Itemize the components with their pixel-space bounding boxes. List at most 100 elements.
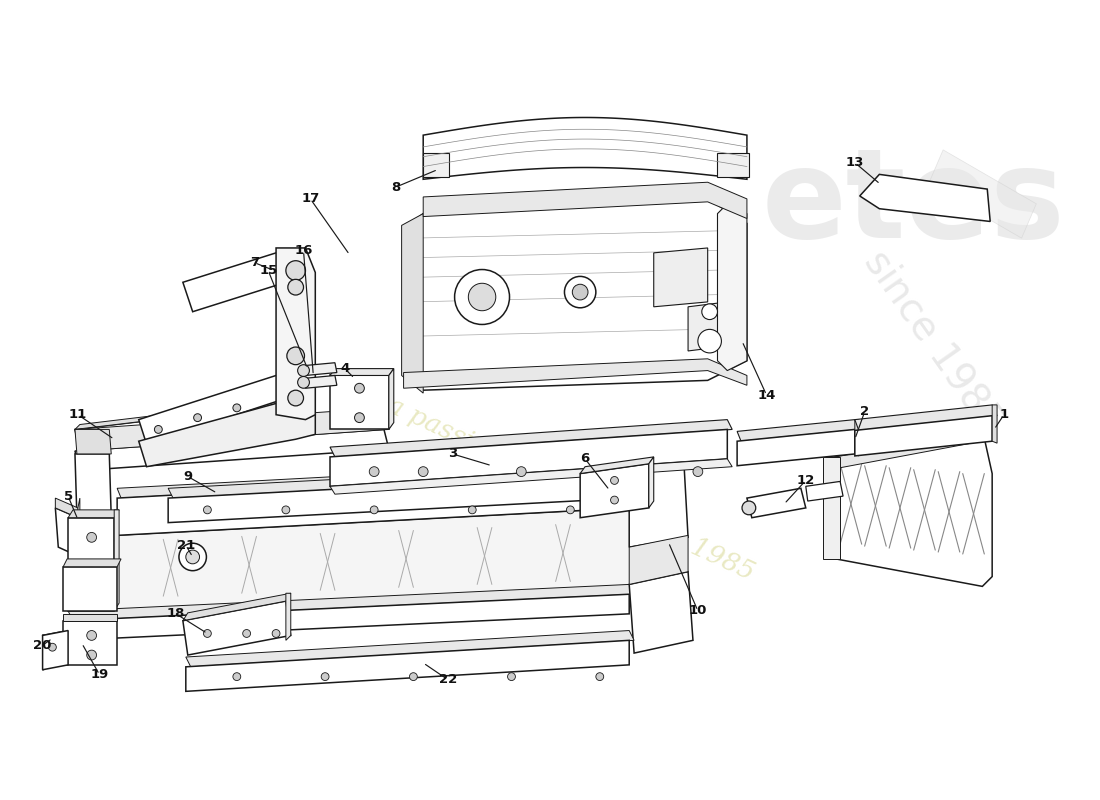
Polygon shape — [825, 430, 992, 469]
Polygon shape — [276, 248, 316, 420]
Polygon shape — [629, 572, 693, 653]
Circle shape — [596, 673, 604, 681]
Text: 13: 13 — [846, 156, 864, 169]
Polygon shape — [855, 420, 859, 456]
Polygon shape — [186, 630, 634, 667]
Polygon shape — [424, 118, 747, 179]
Circle shape — [48, 643, 56, 651]
Circle shape — [154, 426, 163, 434]
Polygon shape — [75, 408, 389, 451]
Circle shape — [354, 383, 364, 393]
Circle shape — [354, 413, 364, 422]
Polygon shape — [183, 601, 290, 655]
Circle shape — [287, 347, 305, 365]
Polygon shape — [389, 369, 394, 430]
Text: 7: 7 — [250, 256, 258, 269]
Polygon shape — [402, 214, 424, 393]
Circle shape — [469, 283, 496, 310]
Text: 18: 18 — [167, 607, 185, 620]
Polygon shape — [183, 253, 296, 312]
Circle shape — [204, 506, 211, 514]
Polygon shape — [824, 457, 840, 559]
Polygon shape — [186, 640, 629, 691]
Circle shape — [87, 533, 97, 542]
Text: 1: 1 — [1000, 408, 1009, 422]
Polygon shape — [717, 204, 747, 370]
Polygon shape — [78, 498, 80, 569]
Polygon shape — [168, 464, 634, 498]
Text: 21: 21 — [177, 538, 195, 552]
Circle shape — [610, 496, 618, 504]
Polygon shape — [63, 566, 117, 611]
Polygon shape — [737, 430, 855, 466]
Circle shape — [469, 506, 476, 514]
Polygon shape — [63, 559, 121, 566]
Polygon shape — [43, 630, 68, 670]
Polygon shape — [75, 410, 202, 430]
Circle shape — [87, 566, 97, 577]
Circle shape — [516, 466, 526, 477]
Circle shape — [87, 596, 97, 606]
Polygon shape — [63, 621, 117, 665]
Text: since 1985: since 1985 — [857, 243, 1010, 439]
Circle shape — [282, 506, 289, 514]
Polygon shape — [629, 535, 689, 585]
Circle shape — [186, 550, 199, 564]
Polygon shape — [717, 153, 749, 178]
Text: 17: 17 — [301, 193, 319, 206]
Circle shape — [371, 506, 378, 514]
Circle shape — [507, 673, 516, 681]
Polygon shape — [139, 375, 296, 444]
Text: 20: 20 — [33, 638, 52, 652]
Polygon shape — [75, 430, 389, 470]
Polygon shape — [737, 420, 859, 442]
Text: 9: 9 — [184, 470, 192, 483]
Circle shape — [572, 284, 588, 300]
Polygon shape — [304, 362, 337, 375]
Polygon shape — [304, 375, 337, 388]
Circle shape — [286, 261, 306, 280]
Polygon shape — [286, 594, 290, 640]
Text: 16: 16 — [295, 244, 312, 258]
Polygon shape — [629, 442, 689, 459]
Text: 4: 4 — [340, 362, 350, 375]
Polygon shape — [629, 449, 689, 547]
Text: 2: 2 — [860, 406, 869, 418]
Text: 3: 3 — [448, 447, 458, 461]
Circle shape — [233, 404, 241, 412]
Circle shape — [87, 650, 97, 660]
Polygon shape — [68, 594, 629, 640]
Polygon shape — [330, 375, 389, 430]
Polygon shape — [855, 416, 992, 456]
Text: 11: 11 — [69, 408, 87, 422]
Polygon shape — [580, 464, 649, 518]
Circle shape — [697, 330, 722, 353]
Polygon shape — [55, 508, 80, 557]
Circle shape — [233, 673, 241, 681]
Circle shape — [454, 270, 509, 325]
Polygon shape — [404, 199, 747, 390]
Text: 10: 10 — [689, 605, 707, 618]
Text: 14: 14 — [758, 389, 776, 402]
Circle shape — [288, 390, 304, 406]
Polygon shape — [75, 454, 111, 518]
Polygon shape — [183, 594, 290, 621]
Polygon shape — [114, 510, 119, 611]
Polygon shape — [653, 248, 707, 307]
Text: 6: 6 — [581, 452, 590, 466]
Circle shape — [179, 543, 207, 570]
Polygon shape — [330, 430, 727, 486]
Polygon shape — [806, 482, 843, 501]
Polygon shape — [68, 585, 634, 621]
Polygon shape — [68, 510, 119, 518]
Polygon shape — [992, 405, 997, 443]
Circle shape — [702, 304, 717, 319]
Circle shape — [566, 506, 574, 514]
Polygon shape — [330, 459, 733, 494]
Circle shape — [204, 630, 211, 638]
Polygon shape — [855, 405, 997, 430]
Circle shape — [298, 365, 309, 377]
Polygon shape — [580, 457, 653, 474]
Text: 12: 12 — [796, 474, 815, 487]
Polygon shape — [330, 420, 733, 457]
